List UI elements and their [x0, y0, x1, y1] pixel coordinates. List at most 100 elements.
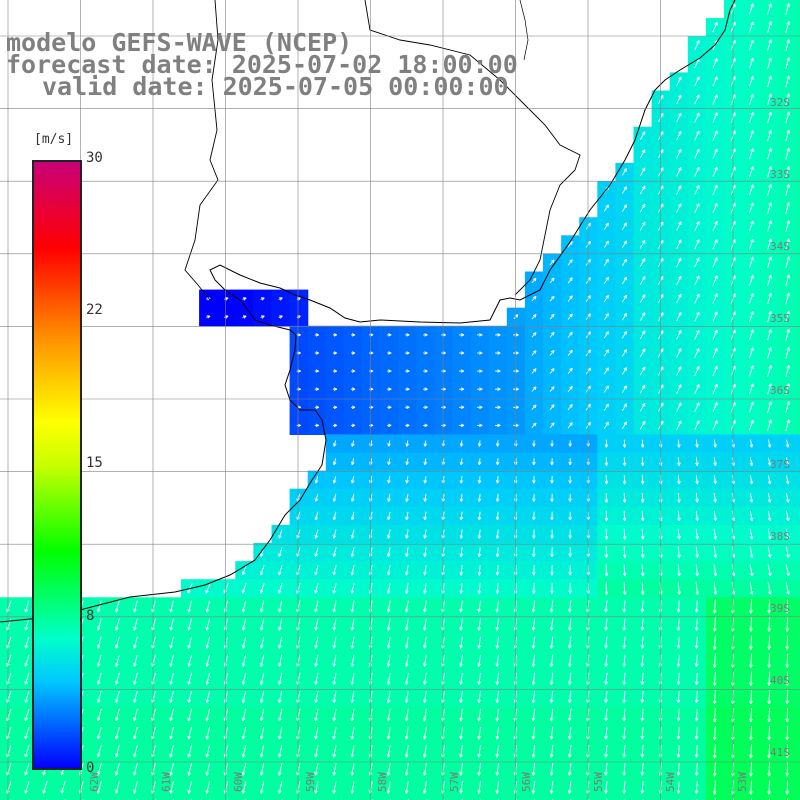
- wind-arrow: [387, 351, 392, 355]
- lon-label: 53W: [736, 772, 749, 792]
- wind-arrow: [639, 185, 646, 195]
- speed-cell: [452, 796, 472, 800]
- speed-cell: [289, 796, 309, 800]
- speed-cell: [796, 561, 800, 580]
- wind-arrow: [332, 458, 337, 466]
- lon-label: 56W: [520, 772, 533, 792]
- wind-arrow: [748, 166, 754, 178]
- wind-arrow: [603, 204, 609, 212]
- wind-arrow: [748, 329, 754, 341]
- wind-arrow: [459, 458, 464, 466]
- wind-arrow: [748, 419, 754, 431]
- wind-arrow: [387, 423, 392, 428]
- wind-arrow: [767, 419, 772, 431]
- wind-arrow: [603, 295, 609, 303]
- wind-arrow: [712, 402, 718, 413]
- wind-arrow: [477, 369, 483, 373]
- speed-cell: [796, 506, 800, 526]
- wind-arrow: [423, 333, 428, 337]
- wind-arrow: [603, 313, 609, 321]
- wind-arrow: [495, 387, 501, 391]
- wind-arrow: [332, 351, 338, 355]
- speed-cell: [796, 162, 800, 182]
- wind-arrow: [694, 148, 700, 159]
- wind-arrow: [639, 258, 646, 267]
- wind-arrow: [694, 329, 700, 340]
- wind-arrow: [423, 458, 428, 466]
- wind-arrow: [712, 148, 718, 159]
- speed-cell: [760, 796, 779, 800]
- wind-arrow: [712, 184, 718, 196]
- wind-arrow: [677, 439, 681, 448]
- wind-arrow: [567, 349, 573, 357]
- speed-cell: [796, 488, 800, 508]
- wind-arrow: [351, 351, 356, 355]
- speed-cell: [796, 742, 800, 761]
- wind-arrow: [748, 184, 754, 196]
- wind-arrow: [785, 184, 790, 196]
- lat-label: 39S: [770, 602, 790, 615]
- wind-arrow: [767, 75, 772, 88]
- wind-arrow: [639, 167, 646, 177]
- wind-arrow: [459, 423, 465, 428]
- speed-cell: [796, 108, 800, 128]
- wind-arrow: [333, 440, 337, 447]
- wind-arrow: [785, 39, 790, 52]
- speed-cell: [561, 796, 580, 800]
- lat-label: 37S: [770, 458, 790, 471]
- wind-arrow: [748, 220, 754, 232]
- wind-arrow: [603, 331, 609, 339]
- speed-cell: [724, 796, 743, 800]
- wind-arrow: [767, 93, 772, 106]
- wind-arrow: [694, 366, 700, 376]
- speed-cell: [796, 543, 800, 562]
- speed-cell: [796, 669, 800, 689]
- wind-arrow: [621, 403, 628, 411]
- wind-arrow: [477, 351, 483, 355]
- speed-cell: [796, 72, 800, 92]
- speed-cell: [796, 54, 800, 73]
- wind-arrow: [748, 3, 754, 15]
- speed-cell: [796, 325, 800, 345]
- wind-arrow: [621, 168, 628, 176]
- wind-arrow: [639, 366, 646, 376]
- wind-arrow: [621, 312, 628, 321]
- speed-cell: [796, 524, 800, 544]
- wind-arrow: [423, 351, 428, 355]
- wind-arrow: [459, 333, 465, 337]
- speed-cell: [796, 724, 800, 743]
- wind-arrow: [785, 292, 790, 305]
- wind-arrow: [676, 257, 682, 268]
- wind-arrow: [495, 351, 501, 355]
- wind-arrow: [767, 365, 772, 377]
- wind-arrow: [332, 387, 338, 391]
- wind-arrow: [767, 57, 772, 69]
- wind-arrow: [785, 57, 790, 70]
- wind-arrow: [621, 258, 628, 267]
- wind-arrow: [531, 295, 537, 302]
- speed-cell: [235, 796, 254, 800]
- wind-arrow: [767, 347, 772, 359]
- wind-arrow: [676, 149, 682, 159]
- wind-arrow: [531, 422, 537, 428]
- wind-arrow: [459, 387, 465, 391]
- wind-arrow: [495, 423, 501, 428]
- wind-arrow: [785, 21, 790, 33]
- colorbar: [m/s] 30 22 15 8 0: [18, 130, 108, 780]
- wind-arrow: [639, 330, 646, 340]
- wind-arrow: [713, 439, 717, 448]
- wind-arrow: [748, 347, 754, 359]
- wind-arrow: [785, 365, 790, 377]
- lon-label: 54W: [664, 772, 677, 792]
- wind-arrow: [676, 275, 682, 286]
- wind-arrow: [621, 367, 628, 375]
- wind-arrow: [748, 75, 754, 87]
- wind-arrow: [441, 387, 446, 391]
- wind-arrow: [712, 221, 718, 232]
- wind-arrow: [532, 458, 536, 466]
- colorbar-tick-15: 15: [86, 455, 103, 471]
- wind-arrow: [405, 405, 410, 410]
- wind-arrow: [676, 402, 682, 412]
- wind-arrow: [459, 440, 464, 447]
- wind-arrow: [785, 439, 790, 448]
